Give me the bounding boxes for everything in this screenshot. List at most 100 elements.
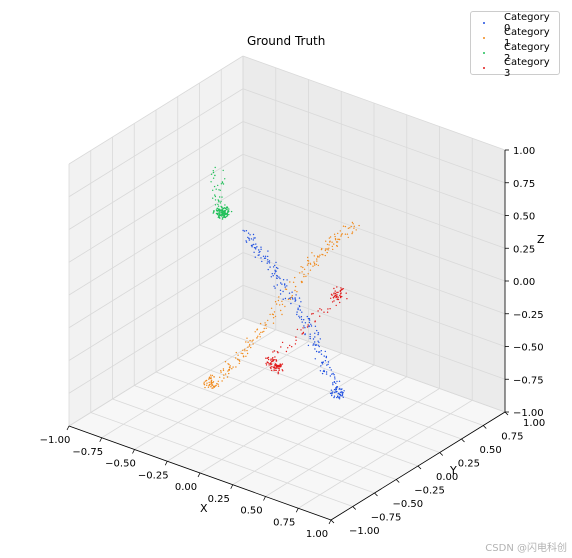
data-point — [260, 248, 262, 250]
data-point — [342, 396, 344, 398]
legend-marker — [483, 51, 485, 54]
data-point — [213, 185, 216, 188]
tick-labels: −1.00−1.00−1.00−0.75−0.75−0.75−0.50−0.50… — [40, 146, 546, 540]
data-point — [217, 209, 219, 211]
data-point — [260, 257, 262, 259]
data-point — [247, 236, 249, 239]
data-point — [265, 362, 267, 365]
x-tick-label: 0.00 — [175, 482, 197, 493]
gridlines — [68, 55, 506, 521]
data-point — [222, 368, 225, 370]
x-tick-label: −0.25 — [138, 470, 169, 481]
data-point — [322, 254, 324, 256]
data-point — [221, 196, 223, 198]
data-point — [262, 255, 265, 257]
data-point — [312, 338, 315, 340]
data-point — [253, 247, 256, 249]
z-tick-label: 0.25 — [513, 244, 535, 255]
data-point — [274, 269, 276, 271]
data-point — [231, 368, 233, 370]
data-point — [212, 171, 215, 174]
data-point — [256, 337, 258, 339]
data-point — [278, 365, 280, 367]
data-point — [247, 346, 249, 348]
gridline — [298, 399, 473, 509]
data-point — [339, 230, 341, 232]
data-point — [307, 262, 309, 265]
data-point — [329, 392, 332, 395]
data-point — [250, 346, 252, 349]
y-tick — [439, 452, 444, 456]
data-point — [220, 213, 222, 216]
series-1 — [203, 221, 360, 389]
data-point — [322, 370, 325, 372]
data-point — [224, 204, 226, 206]
data-point — [267, 250, 269, 252]
data-point — [216, 382, 218, 385]
data-point — [334, 378, 336, 380]
data-point — [299, 309, 301, 311]
data-point — [256, 329, 258, 331]
data-point — [278, 276, 280, 278]
data-point — [308, 319, 311, 321]
data-point — [328, 247, 330, 249]
data-point — [219, 189, 221, 191]
data-point — [227, 211, 229, 214]
data-point — [336, 380, 338, 383]
data-point — [314, 358, 316, 360]
x-tick-label: 1.00 — [306, 529, 328, 540]
data-point — [266, 361, 268, 363]
data-point — [315, 344, 318, 346]
data-point — [247, 341, 249, 343]
data-point — [340, 287, 342, 289]
data-point — [277, 299, 280, 302]
data-point — [273, 273, 276, 275]
data-point — [265, 364, 268, 366]
data-point — [274, 356, 276, 358]
data-point — [227, 363, 229, 365]
data-point — [304, 333, 306, 336]
data-point — [337, 395, 339, 398]
data-point — [224, 211, 226, 213]
data-point — [259, 336, 261, 338]
data-point — [323, 355, 325, 357]
data-point — [217, 205, 220, 207]
data-point — [222, 211, 224, 213]
data-point — [332, 296, 335, 299]
data-point — [309, 337, 311, 340]
data-point — [228, 369, 230, 371]
data-point — [244, 348, 246, 350]
z-tick-label: −0.25 — [513, 310, 544, 321]
data-point — [333, 381, 336, 383]
data-point — [341, 388, 343, 390]
data-point — [336, 291, 338, 294]
data-point — [216, 212, 218, 214]
x-tick — [99, 437, 103, 442]
data-point — [248, 239, 251, 241]
data-point — [329, 236, 332, 238]
data-point — [210, 381, 212, 383]
data-point — [300, 329, 302, 331]
y-tick — [330, 519, 335, 524]
data-point — [298, 305, 301, 307]
data-point — [339, 301, 341, 304]
data-point — [272, 351, 274, 353]
data-point — [303, 275, 305, 278]
data-point — [294, 276, 296, 279]
data-point — [331, 394, 333, 397]
data-point — [269, 266, 271, 268]
data-point — [245, 341, 247, 343]
data-point — [330, 369, 332, 371]
data-point — [264, 324, 266, 326]
data-point — [277, 267, 279, 270]
data-point — [223, 377, 225, 379]
data-point — [289, 297, 291, 299]
y-tick — [352, 506, 357, 510]
data-point — [203, 383, 205, 385]
data-point — [298, 315, 300, 317]
data-point — [324, 249, 327, 252]
data-point — [294, 343, 297, 345]
data-point — [307, 273, 309, 275]
data-point — [219, 202, 222, 204]
data-point — [207, 386, 210, 388]
